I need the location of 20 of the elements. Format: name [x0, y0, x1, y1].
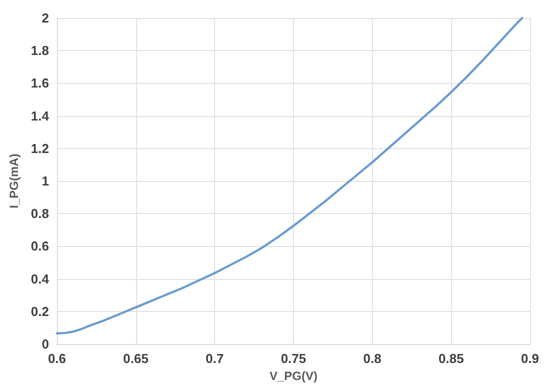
- x-tick-label: 0.65: [123, 351, 148, 366]
- y-tick-label: 0.4: [30, 271, 50, 286]
- x-tick-label: 0.75: [280, 351, 306, 366]
- y-tick-label: 1.8: [30, 43, 49, 58]
- y-tick-label: 0.8: [30, 206, 49, 222]
- y-tick-label: 0.2: [30, 304, 49, 319]
- y-tick-label: 0: [42, 336, 49, 352]
- x-tick-label: 0.9: [520, 351, 540, 366]
- x-tick-label: 0.85: [438, 351, 464, 366]
- y-tick-label: 0.6: [30, 238, 49, 254]
- x-tick-label: 0.7: [206, 351, 224, 366]
- y-tick-label: 1: [42, 174, 49, 188]
- y-axis-title: I_PG(mA): [7, 154, 21, 208]
- y-tick-label: 2: [42, 10, 49, 26]
- x-axis-title: V_PG(V): [269, 368, 318, 383]
- line-series: [56, 16, 524, 335]
- y-tick-label: 1.6: [30, 76, 49, 91]
- y-tick-label: 1.4: [30, 108, 50, 124]
- x-tick-label: 0.8: [363, 351, 382, 366]
- y-tick-label: 1.2: [30, 140, 49, 156]
